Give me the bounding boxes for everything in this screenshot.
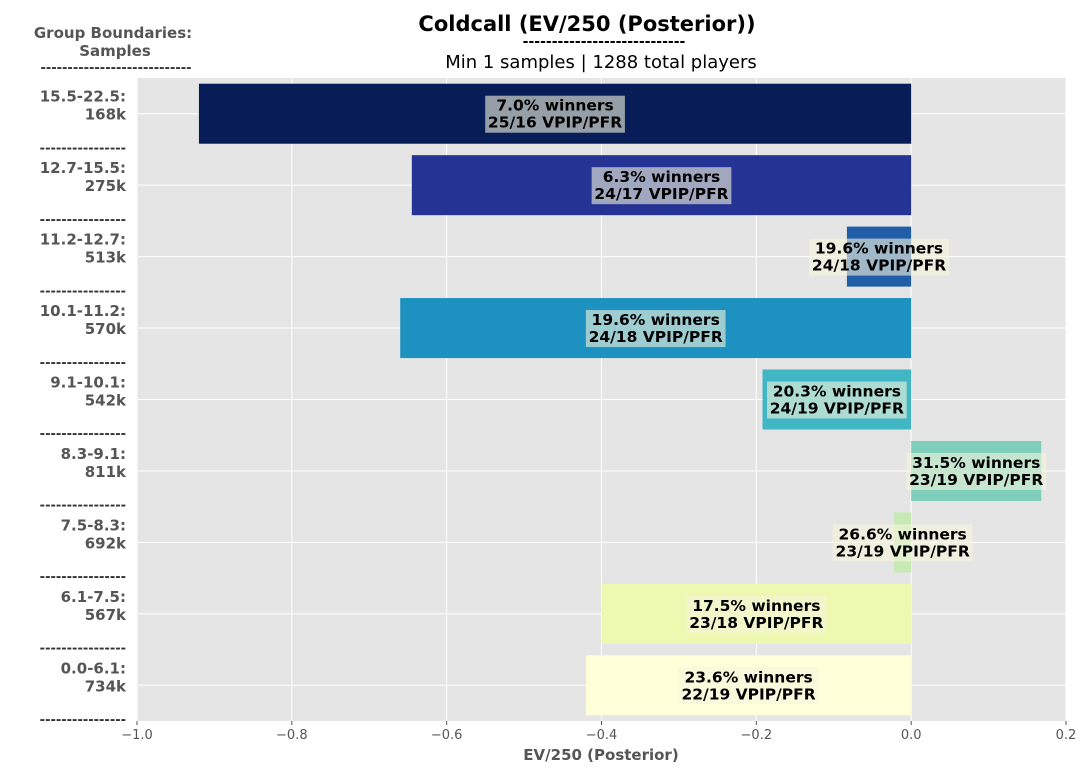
- y-label-samples: 542k: [85, 392, 127, 410]
- bar-label-box: [832, 524, 973, 562]
- x-axis: −1.0 −0.8 −0.6 −0.4 −0.2 0.0 0.2: [121, 721, 1076, 743]
- side-header-line-2: Samples: [79, 42, 151, 60]
- x-tick-label: −0.8: [276, 728, 308, 743]
- bar-label-winners: 26.6% winners: [839, 525, 967, 543]
- bar-label-vpip-pfr: 24/18 VPIP/PFR: [589, 328, 723, 346]
- x-tick-label: −0.2: [741, 728, 773, 743]
- bar-label-vpip-pfr: 24/17 VPIP/PFR: [594, 185, 728, 203]
- y-label-separator: ----------------: [40, 284, 126, 299]
- chart-title: Coldcall (EV/250 (Posterior)): [418, 12, 755, 36]
- y-label-samples: 692k: [85, 534, 127, 552]
- bar-label-box: [686, 595, 827, 633]
- y-label-samples: 275k: [85, 177, 127, 195]
- y-label-range: 6.1-7.5:: [61, 588, 126, 606]
- bar-label-vpip-pfr: 24/18 VPIP/PFR: [812, 257, 946, 275]
- y-label-separator: ----------------: [40, 141, 126, 156]
- title-underline: ----------------------------: [523, 34, 686, 50]
- y-label-separator: ----------------: [40, 499, 126, 514]
- y-label-range: 10.1-11.2:: [40, 302, 126, 320]
- x-axis-label: EV/250 (Posterior): [523, 746, 678, 764]
- y-label-samples: 734k: [85, 677, 127, 695]
- y-label-range: 7.5-8.3:: [61, 516, 126, 534]
- bar-label-vpip-pfr: 25/16 VPIP/PFR: [488, 114, 622, 132]
- bar-label-vpip-pfr: 23/19 VPIP/PFR: [836, 542, 970, 560]
- y-label-separator: ----------------: [40, 713, 126, 728]
- y-axis-labels: 15.5-22.5:168k ---------------- 12.7-15.5:…: [40, 88, 127, 728]
- bar-label-winners: 19.6% winners: [815, 240, 943, 258]
- bars: [198, 83, 1042, 716]
- bar-label-box: [485, 95, 625, 133]
- side-header-underline: ----------------------------: [40, 61, 191, 76]
- y-label-samples: 168k: [85, 106, 127, 124]
- y-label-samples: 570k: [85, 320, 127, 338]
- bar-label-box: [766, 381, 907, 419]
- bar-label-box: [585, 310, 726, 348]
- bar-label-vpip-pfr: 23/18 VPIP/PFR: [689, 614, 823, 632]
- chart-subtitle: Min 1 samples | 1288 total players: [445, 52, 757, 73]
- y-label-separator: ----------------: [40, 213, 126, 228]
- x-tick-label: −1.0: [121, 728, 153, 743]
- bar-label-winners: 23.6% winners: [684, 668, 812, 686]
- y-label-range: 11.2-12.7:: [40, 231, 126, 249]
- y-label-range: 9.1-10.1:: [50, 374, 126, 392]
- bar-label-box: [678, 667, 819, 705]
- y-label-range: 0.0-6.1:: [61, 659, 126, 677]
- bar-label-winners: 17.5% winners: [692, 597, 820, 615]
- bar-label-box: [591, 167, 732, 205]
- x-tick-label: −0.4: [586, 728, 618, 743]
- y-label-range: 12.7-15.5:: [40, 159, 126, 177]
- side-header-line-1: Group Boundaries:: [34, 24, 192, 42]
- y-label-separator: ----------------: [40, 570, 126, 585]
- y-label-samples: 811k: [85, 463, 127, 481]
- x-tick-label: −0.6: [431, 728, 463, 743]
- x-tick-label: 0.2: [1056, 728, 1077, 743]
- bar-label-winners: 31.5% winners: [912, 454, 1040, 472]
- y-label-range: 8.3-9.1:: [61, 445, 126, 463]
- bar-label-winners: 6.3% winners: [603, 168, 720, 186]
- y-label-separator: ----------------: [40, 356, 126, 371]
- y-label-range: 15.5-22.5:: [40, 88, 126, 106]
- y-label-samples: 567k: [85, 606, 127, 624]
- bar-label-vpip-pfr: 24/19 VPIP/PFR: [770, 400, 904, 418]
- bar-label-vpip-pfr: 23/19 VPIP/PFR: [909, 471, 1043, 489]
- bar-label-winners: 19.6% winners: [592, 311, 720, 329]
- bar-label-box: [809, 238, 949, 276]
- bar-label-winners: 7.0% winners: [496, 97, 613, 115]
- x-tick-label: 0.0: [901, 728, 922, 743]
- bar-label-box: [906, 452, 1047, 490]
- bar-label-winners: 20.3% winners: [773, 383, 901, 401]
- y-label-separator: ----------------: [40, 427, 126, 442]
- y-label-samples: 513k: [85, 249, 127, 267]
- bar-label-vpip-pfr: 22/19 VPIP/PFR: [681, 685, 815, 703]
- y-label-separator: ----------------: [40, 642, 126, 657]
